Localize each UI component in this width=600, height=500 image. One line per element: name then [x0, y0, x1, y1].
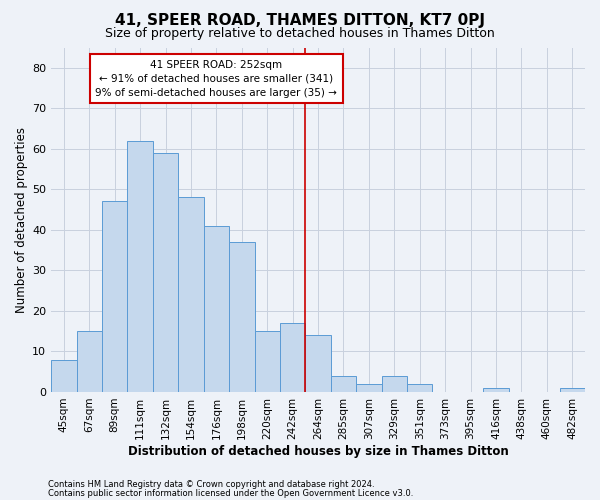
Text: Contains HM Land Registry data © Crown copyright and database right 2024.: Contains HM Land Registry data © Crown c… [48, 480, 374, 489]
Bar [407, 384, 433, 392]
Bar [382, 376, 407, 392]
Bar [356, 384, 382, 392]
Y-axis label: Number of detached properties: Number of detached properties [15, 126, 28, 312]
Bar [203, 226, 229, 392]
Bar [560, 388, 585, 392]
Text: 41, SPEER ROAD, THAMES DITTON, KT7 0PJ: 41, SPEER ROAD, THAMES DITTON, KT7 0PJ [115, 12, 485, 28]
X-axis label: Distribution of detached houses by size in Thames Ditton: Distribution of detached houses by size … [128, 444, 508, 458]
Text: Contains public sector information licensed under the Open Government Licence v3: Contains public sector information licen… [48, 488, 413, 498]
Bar [229, 242, 254, 392]
Bar [305, 335, 331, 392]
Bar [51, 360, 77, 392]
Bar [280, 323, 305, 392]
Text: Size of property relative to detached houses in Thames Ditton: Size of property relative to detached ho… [105, 28, 495, 40]
Text: 41 SPEER ROAD: 252sqm
← 91% of detached houses are smaller (341)
9% of semi-deta: 41 SPEER ROAD: 252sqm ← 91% of detached … [95, 60, 337, 98]
Bar [484, 388, 509, 392]
Bar [153, 153, 178, 392]
Bar [331, 376, 356, 392]
Bar [178, 198, 203, 392]
Bar [254, 331, 280, 392]
Bar [77, 331, 102, 392]
Bar [102, 202, 127, 392]
Bar [127, 140, 153, 392]
